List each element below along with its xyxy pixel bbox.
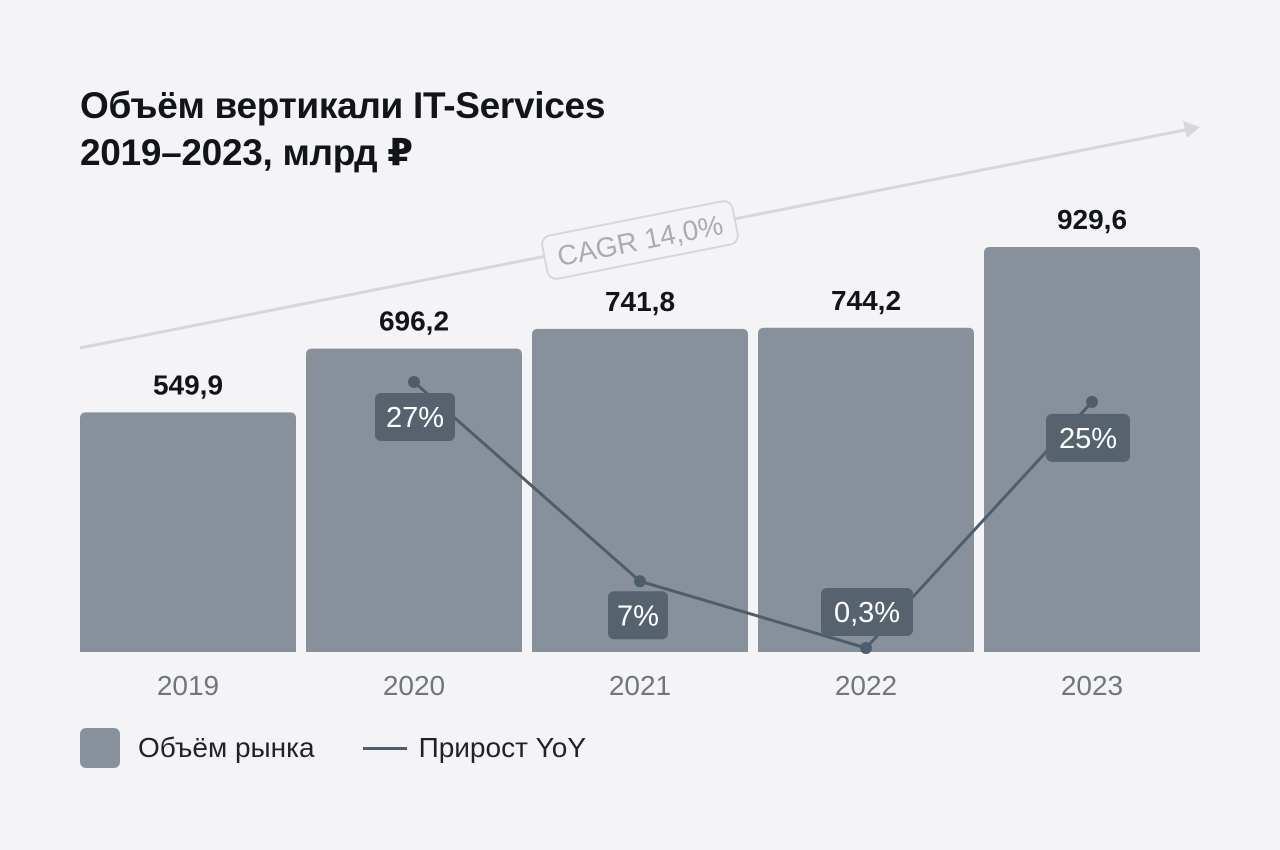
chart-title-line2: 2019–2023, млрд ₽ [80, 132, 413, 173]
x-tick-label-2020: 2020 [383, 670, 445, 701]
yoy-label-box-2020 [375, 393, 455, 441]
bar-value-label-2023: 929,6 [1057, 204, 1127, 235]
yoy-label-2023: 25% [1059, 423, 1117, 455]
bar-2019 [80, 412, 296, 652]
bar-2021 [532, 328, 748, 652]
yoy-point-2023 [1086, 395, 1098, 408]
yoy-label-2020: 27% [386, 402, 444, 434]
legend: Объём рынка Прирост YoY [80, 728, 586, 768]
bar-2022 [758, 327, 974, 652]
legend-bar-swatch [80, 728, 120, 768]
chart-title: Объём вертикали IT-Services 2019–2023, м… [80, 82, 605, 176]
x-tick-label-2019: 2019 [157, 670, 219, 701]
yoy-point-2021 [634, 575, 646, 588]
yoy-line-path [413, 380, 1094, 650]
cagr-arrow-head [1183, 121, 1200, 138]
yoy-point-2020 [408, 376, 420, 388]
legend-line-label: Прирост YoY [418, 732, 587, 763]
legend-bar-label: Объём рынка [138, 732, 315, 763]
bar-value-label-2021: 741,8 [605, 286, 675, 317]
bar-2020 [306, 348, 522, 652]
x-tick-label-2023: 2023 [1061, 670, 1123, 701]
bar-value-label-2019: 549,9 [153, 369, 223, 400]
bar-value-label-2020: 696,2 [379, 306, 449, 337]
yoy-point-2022 [860, 642, 872, 654]
x-tick-label-2021: 2021 [609, 670, 671, 701]
chart-title-line1: Объём вертикали IT-Services [80, 85, 606, 126]
yoy-label-box-2022 [821, 588, 913, 636]
yoy-label-2021: 7% [617, 600, 659, 632]
cagr-label-box [541, 200, 739, 280]
x-tick-label-2022: 2022 [835, 670, 897, 701]
legend-line-swatch [362, 746, 407, 750]
yoy-label-box-2021 [608, 591, 668, 640]
yoy-label-box-2023 [1046, 413, 1130, 462]
yoy-label-2022: 0,3% [834, 597, 900, 629]
bar-value-label-2022: 744,2 [831, 285, 901, 316]
